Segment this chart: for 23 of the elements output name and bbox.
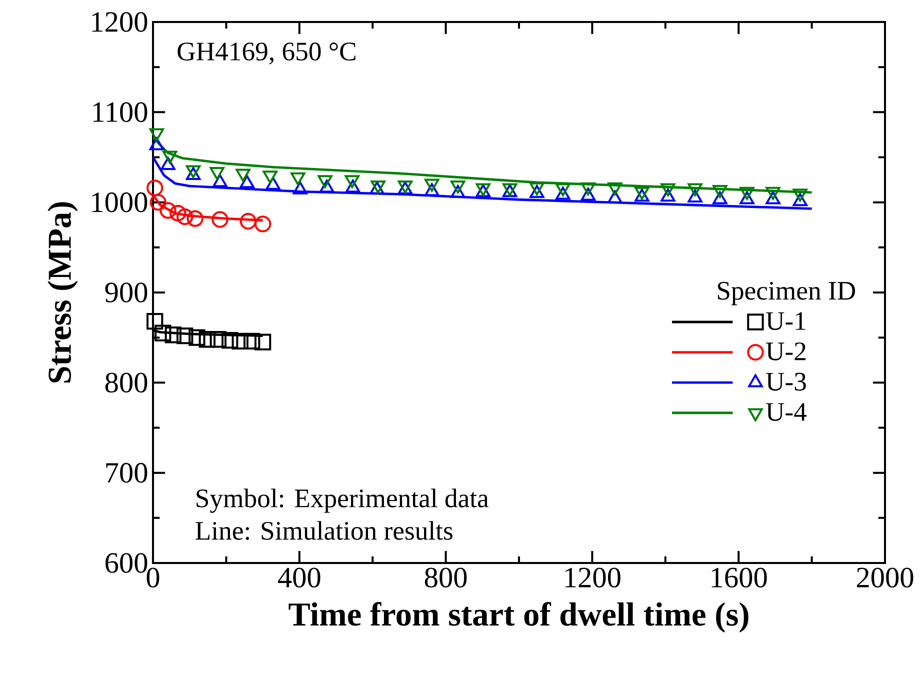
y-tick-label: 800 xyxy=(105,372,148,393)
x-tick-label: 400 xyxy=(278,568,320,588)
annotation: Line: Simulation results xyxy=(196,521,452,540)
legend-label: U-2 xyxy=(766,342,806,360)
legend-label: U-3 xyxy=(766,372,806,391)
x-tick-label: 1200 xyxy=(565,568,620,588)
x-tick-label: 0 xyxy=(146,568,160,588)
x-tick-label: 800 xyxy=(424,568,467,588)
legend-title: Specimen ID xyxy=(718,282,856,306)
x-tick-label: 2000 xyxy=(856,568,914,588)
legend-label: U-4 xyxy=(766,403,807,421)
y-tick-label: 1100 xyxy=(93,102,148,122)
x-tick-label: 1600 xyxy=(712,568,767,588)
legend-label: U-1 xyxy=(766,312,806,330)
annotation: GH4169, 650 °C xyxy=(178,42,356,64)
y-axis-title: Stress (MPa) xyxy=(48,202,78,383)
y-tick-label: 700 xyxy=(106,462,148,483)
y-tick-label: 900 xyxy=(105,282,148,302)
y-tick-label: 1200 xyxy=(92,12,148,32)
x-axis-title: Time from start of dwell time (s) xyxy=(288,602,748,633)
annotation: Symbol: Experimental data xyxy=(196,488,489,513)
y-tick-label: 600 xyxy=(106,553,148,573)
y-tick-label: 1000 xyxy=(92,192,148,212)
